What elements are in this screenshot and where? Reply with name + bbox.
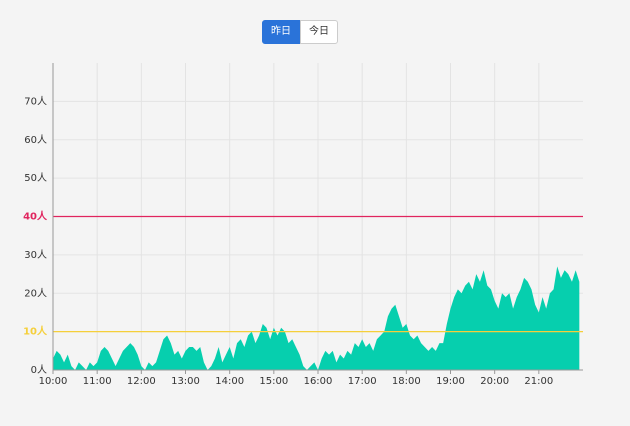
y-tick-label: 40人 <box>23 210 48 223</box>
area <box>53 266 580 370</box>
y-tick-label: 60人 <box>24 134 47 146</box>
x-tick-label: 18:00 <box>392 376 421 387</box>
x-tick-label: 10:00 <box>39 376 68 387</box>
day-button[interactable]: 昨日 <box>262 20 300 44</box>
x-tick-label: 20:00 <box>480 376 509 387</box>
x-tick-label: 12:00 <box>127 376 156 387</box>
x-tick-label: 17:00 <box>348 376 377 387</box>
x-tick-label: 19:00 <box>436 376 465 387</box>
x-tick-label: 14:00 <box>215 376 244 387</box>
day-toggle: 昨日 今日 <box>262 20 338 44</box>
x-tick-label: 13:00 <box>171 376 200 387</box>
x-tick-label: 15:00 <box>259 376 288 387</box>
y-tick-label: 10人 <box>23 325 48 338</box>
y-tick-label: 30人 <box>24 249 47 261</box>
x-tick-label: 11:00 <box>83 376 112 387</box>
y-tick-label: 0人 <box>31 364 47 376</box>
y-tick-label: 20人 <box>24 287 47 299</box>
x-tick-label: 21:00 <box>524 376 553 387</box>
y-tick-label: 50人 <box>24 172 47 184</box>
y-tick-label: 70人 <box>24 95 47 107</box>
x-tick-label: 16:00 <box>304 376 333 387</box>
day-button[interactable]: 今日 <box>300 20 338 44</box>
